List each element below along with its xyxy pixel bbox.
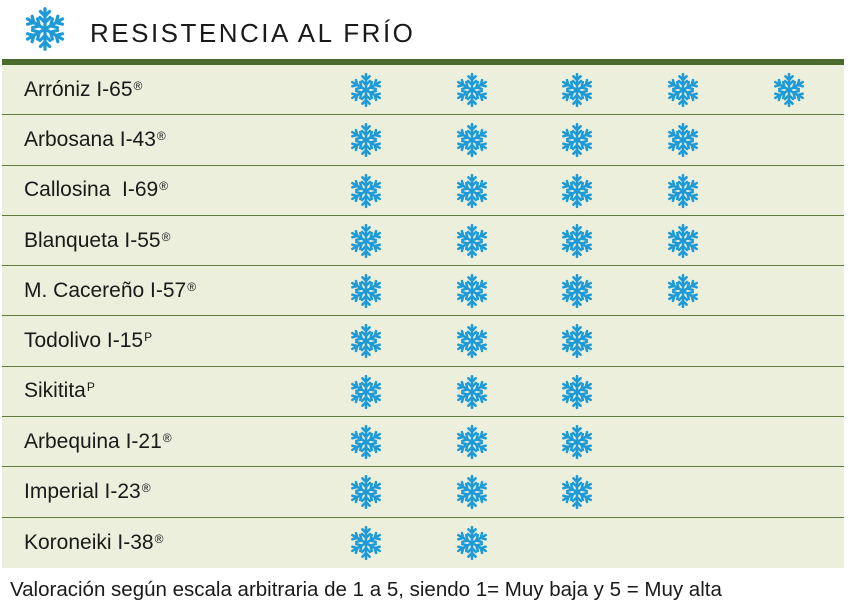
chart-title: RESISTENCIA AL FRÍO <box>90 18 416 48</box>
scale-footnote: Valoración según escala arbitraria de 1 … <box>10 578 722 601</box>
snowflake-icon <box>562 173 592 208</box>
row-label: Arbequina I-21 ® <box>24 417 172 466</box>
snowflake-icon <box>774 72 804 108</box>
snowflake-icon <box>351 274 381 309</box>
variety-name: Sikitita <box>24 379 86 403</box>
snowflake-icon <box>351 324 381 359</box>
variety-mark: P <box>144 330 153 345</box>
variety-name: M. Cacereño I-57 <box>24 278 187 302</box>
snowflake-icon <box>562 424 592 460</box>
row-label: Blanqueta I-55 ® <box>24 216 170 265</box>
snowflake-icon <box>351 223 381 258</box>
snowflake-icon <box>457 324 487 359</box>
snowflake-icon <box>562 475 592 510</box>
table-row: Callosina I-69 ® <box>2 166 844 216</box>
snowflake-icon <box>351 72 381 108</box>
snowflake-icon <box>668 274 698 309</box>
snowflake-icon <box>457 173 487 208</box>
snowflake-icon <box>668 72 698 108</box>
table-top-rule <box>2 59 844 65</box>
snowflake-icon <box>457 123 487 158</box>
variety-mark: ® <box>187 279 197 294</box>
table-row: Arbosana I-43 ® <box>2 115 844 166</box>
variety-mark: ® <box>162 430 172 445</box>
table-row: Imperial I-23 ® <box>2 467 844 518</box>
row-label: M. Cacereño I-57 ® <box>24 266 196 315</box>
snowflake-icon <box>351 123 381 158</box>
variety-name: Todolivo I-15 <box>24 329 144 353</box>
variety-name: Blanqueta I-55 <box>24 228 161 252</box>
snowflake-icon <box>562 374 592 409</box>
variety-name: Callosina I-69 <box>24 178 159 202</box>
variety-name: Arbosana I-43 <box>24 127 156 151</box>
row-label: Sikitita P <box>24 367 95 416</box>
snowflake-icon <box>562 72 592 108</box>
snowflake-icon <box>457 525 487 560</box>
snowflake-icon <box>457 424 487 460</box>
row-label: Koroneiki I-38 ® <box>24 518 163 568</box>
chart-header: RESISTENCIA AL FRÍO <box>0 0 850 62</box>
table-row: M. Cacereño I-57 ® <box>2 266 844 317</box>
variety-mark: P <box>86 380 95 395</box>
snowflake-icon <box>457 72 487 108</box>
snowflake-icon <box>457 223 487 258</box>
snowflake-icon <box>562 274 592 309</box>
row-label: Todolivo I-15 P <box>24 316 152 365</box>
snowflake-icon <box>351 525 381 560</box>
snowflake-icon <box>562 324 592 359</box>
table-row: Sikitita P <box>2 367 844 418</box>
row-label: Arbosana I-43 ® <box>24 115 166 164</box>
snowflake-icon <box>457 374 487 409</box>
snowflake-icon <box>457 274 487 309</box>
variety-name: Imperial I-23 <box>24 480 141 504</box>
row-label: Arróniz I-65 ® <box>24 65 142 114</box>
snowflake-icon <box>351 173 381 208</box>
variety-mark: ® <box>161 229 171 244</box>
variety-mark: ® <box>156 128 166 143</box>
variety-mark: ® <box>154 531 164 546</box>
variety-mark: ® <box>159 179 169 194</box>
table-row: Arbequina I-21 ® <box>2 417 844 468</box>
row-label: Callosina I-69 ® <box>24 166 168 215</box>
table-row: Arróniz I-65 ® <box>2 65 844 116</box>
snowflake-icon <box>351 475 381 510</box>
rating-table: Arróniz I-65 ® Arbosana I-43 ® Callosina I-6… <box>2 65 844 568</box>
row-label: Imperial I-23 ® <box>24 467 151 516</box>
variety-mark: ® <box>133 78 143 93</box>
variety-name: Arbequina I-21 <box>24 429 162 453</box>
snowflake-icon <box>351 374 381 409</box>
snowflake-icon <box>562 223 592 258</box>
snowflake-icon <box>668 173 698 208</box>
table-row: Blanqueta I-55 ® <box>2 216 844 267</box>
snowflake-icon <box>562 123 592 158</box>
variety-name: Arróniz I-65 <box>24 77 133 101</box>
variety-mark: ® <box>141 481 151 496</box>
snowflake-icon <box>668 123 698 158</box>
snowflake-icon <box>457 475 487 510</box>
snowflake-icon <box>25 7 65 51</box>
variety-name: Koroneiki I-38 <box>24 530 154 554</box>
table-row: Koroneiki I-38 ® <box>2 518 844 568</box>
snowflake-icon <box>668 223 698 258</box>
snowflake-icon <box>351 424 381 460</box>
table-row: Todolivo I-15 P <box>2 316 844 367</box>
